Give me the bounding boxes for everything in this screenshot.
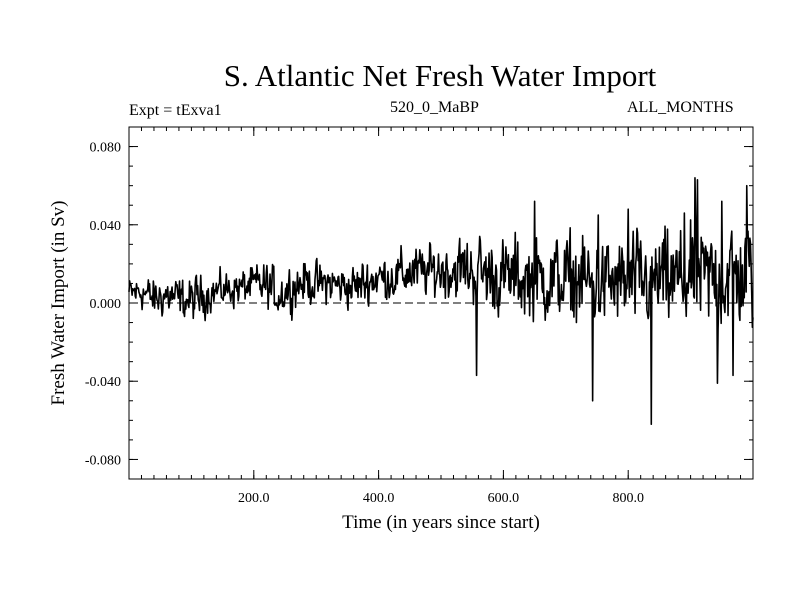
- y-tick-label: -0.080: [85, 453, 121, 468]
- x-axis-label: Time (in years since start): [342, 512, 540, 533]
- x-tick-label: 200.0: [238, 491, 270, 506]
- run-id-label: 520_0_MaBP: [390, 99, 479, 116]
- series-line: [128, 177, 754, 426]
- y-axis-label: Fresh Water Import (in Sv): [48, 201, 69, 406]
- y-axis: -0.080 -0.040 0.000 0.040 0.080: [85, 126, 753, 480]
- x-tick-label: 800.0: [612, 491, 644, 506]
- x-axis: 200.0 400.0 600.0 800.0: [140, 127, 742, 506]
- x-tick-label: 400.0: [363, 491, 395, 506]
- y-tick-label: 0.000: [90, 297, 122, 312]
- y-tick-label: -0.040: [85, 375, 121, 390]
- experiment-label: Expt = tExva1: [129, 102, 222, 119]
- x-tick-label: 600.0: [488, 491, 520, 506]
- y-tick-label: 0.040: [90, 219, 122, 234]
- chart-title: S. Atlantic Net Fresh Water Import: [223, 58, 657, 93]
- months-label: ALL_MONTHS: [627, 99, 734, 116]
- y-tick-label: 0.080: [90, 141, 122, 156]
